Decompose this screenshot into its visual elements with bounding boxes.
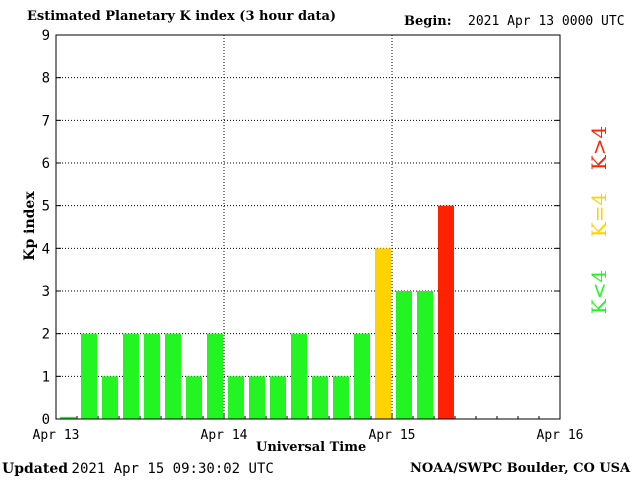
updated-value: 2021 Apr 15 09:30:02 UTC bbox=[71, 461, 274, 477]
kp-bar bbox=[165, 333, 181, 419]
kp-bar bbox=[123, 333, 139, 419]
kp-bar bbox=[186, 376, 202, 419]
begin-label: Begin: bbox=[404, 14, 452, 29]
kp-bar bbox=[312, 376, 328, 419]
y-tick-label: 1 bbox=[42, 369, 50, 385]
x-axis-label: Universal Time bbox=[256, 440, 367, 455]
kp-bar bbox=[354, 333, 370, 419]
updated-label: Updated bbox=[2, 461, 69, 477]
kp-bar bbox=[333, 376, 349, 419]
chart-title: Estimated Planetary K index (3 hour data… bbox=[27, 9, 337, 24]
kp-bar bbox=[60, 416, 76, 419]
x-tick-label: Apr 15 bbox=[369, 428, 416, 443]
kp-bar bbox=[207, 333, 223, 419]
legend-above: K>4 bbox=[587, 125, 611, 171]
kp-bar bbox=[81, 333, 97, 419]
y-tick-label: 4 bbox=[42, 241, 50, 257]
source-credit: NOAA/SWPC Boulder, CO USA bbox=[410, 461, 631, 476]
y-tick-label: 8 bbox=[42, 71, 50, 87]
y-tick-label: 7 bbox=[42, 113, 50, 129]
kp-bar bbox=[144, 333, 160, 419]
legend-below: K<4 bbox=[587, 269, 611, 315]
x-tick-label: Apr 14 bbox=[201, 428, 248, 443]
y-tick-label: 0 bbox=[42, 412, 50, 428]
y-tick-label: 6 bbox=[42, 156, 50, 172]
kp-bar bbox=[270, 376, 286, 419]
begin-value: 2021 Apr 13 0000 UTC bbox=[468, 14, 625, 29]
kp-bar bbox=[102, 376, 118, 419]
kp-bar bbox=[396, 291, 412, 419]
y-tick-label: 9 bbox=[42, 28, 50, 44]
x-tick-label: Apr 16 bbox=[537, 428, 584, 443]
kp-bar bbox=[249, 376, 265, 419]
y-axis-label: Kp index bbox=[22, 191, 38, 261]
x-tick-label: Apr 13 bbox=[33, 428, 80, 443]
kp-bar bbox=[417, 291, 433, 419]
y-tick-label: 3 bbox=[42, 284, 50, 300]
y-tick-label: 5 bbox=[42, 199, 50, 215]
kp-bar bbox=[375, 248, 391, 419]
updated-line: Updated 2021 Apr 15 09:30:02 UTC bbox=[2, 461, 274, 478]
kp-bar bbox=[438, 205, 454, 419]
kp-bar bbox=[291, 333, 307, 419]
y-tick-label: 2 bbox=[42, 327, 50, 343]
kp-bar bbox=[228, 376, 244, 419]
